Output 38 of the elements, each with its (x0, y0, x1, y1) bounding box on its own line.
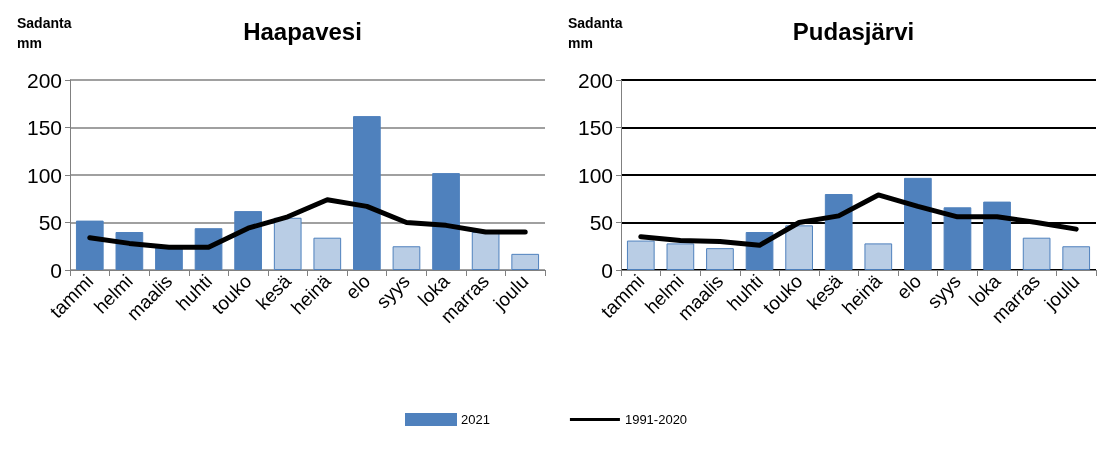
bar (904, 177, 932, 270)
x-tick-label: syys (372, 270, 414, 313)
bar (392, 246, 421, 270)
bar (1062, 246, 1091, 270)
bar (511, 253, 540, 270)
bar (75, 220, 104, 270)
x-tick-label: elo (341, 270, 375, 304)
bar (234, 211, 262, 270)
bar (785, 225, 813, 270)
x-tick-label: syys (923, 270, 965, 313)
bar (432, 173, 460, 270)
bar (313, 237, 342, 270)
y-tick-label: 100 (26, 163, 62, 187)
y-tick-label: 200 (26, 68, 62, 92)
bar (273, 217, 302, 270)
bar (353, 116, 381, 270)
bar (471, 232, 500, 270)
bar (983, 201, 1011, 270)
bar (626, 240, 655, 270)
bar (943, 207, 972, 270)
bar (1022, 237, 1051, 270)
y-tick-label: 150 (577, 116, 613, 139)
x-tick-label: elo (892, 270, 926, 304)
y-axis-title: Sadanta mm (568, 15, 623, 51)
y-axis-title: Sadanta mm (17, 15, 72, 51)
y-tick-label: 100 (577, 163, 613, 187)
bar (824, 194, 853, 270)
chart-title: Haapavesi (243, 17, 362, 45)
bar (666, 243, 695, 270)
bar (706, 248, 734, 270)
y-tick-label: 200 (577, 68, 613, 92)
chart-title: Pudasjärvi (792, 17, 915, 45)
y-tick-label: 50 (38, 211, 62, 234)
legend-label: 1991-2020 (624, 412, 688, 427)
legend-label: 2021 (461, 412, 490, 427)
y-tick-label: 150 (26, 116, 62, 139)
bar (864, 243, 893, 270)
y-tick-label: 50 (589, 211, 613, 234)
